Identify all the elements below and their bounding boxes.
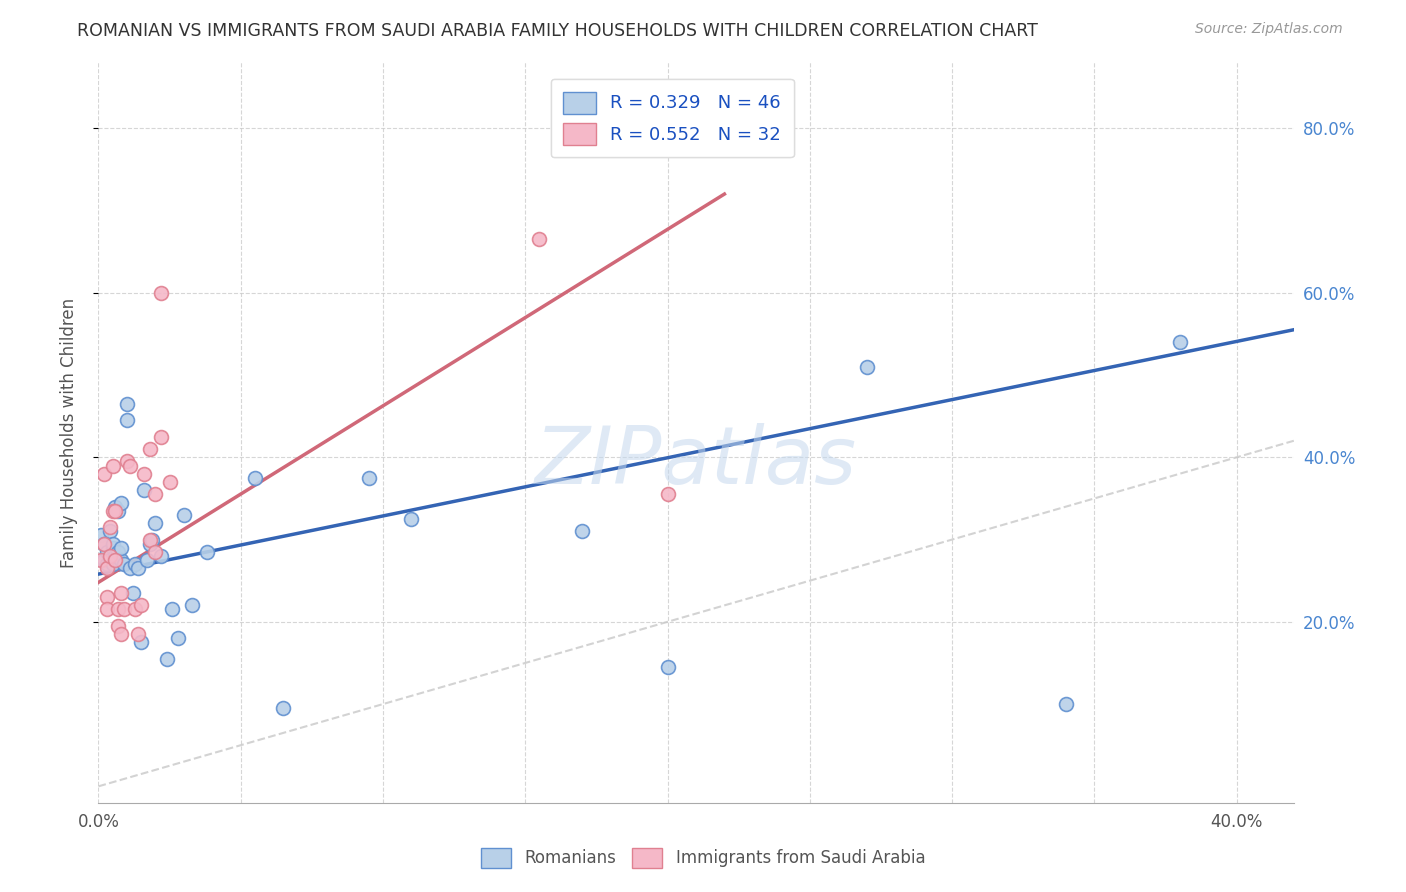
- Point: [150, 285, 173, 300]
- Point: [1168, 335, 1191, 350]
- Point: [143, 516, 166, 530]
- Point: [98, 524, 121, 539]
- Legend: R = 0.329   N = 46, R = 0.552   N = 32: R = 0.329 N = 46, R = 0.552 N = 32: [551, 78, 793, 157]
- Point: [104, 504, 127, 518]
- Point: [129, 599, 152, 613]
- Point: [129, 635, 152, 649]
- Point: [115, 397, 138, 411]
- Point: [150, 430, 173, 444]
- Point: [101, 536, 124, 550]
- Point: [110, 627, 132, 641]
- Point: [138, 442, 160, 456]
- Text: ROMANIAN VS IMMIGRANTS FROM SAUDI ARABIA FAMILY HOUSEHOLDS WITH CHILDREN CORRELA: ROMANIAN VS IMMIGRANTS FROM SAUDI ARABIA…: [77, 22, 1038, 40]
- Point: [96, 602, 118, 616]
- Point: [104, 553, 127, 567]
- Point: [93, 553, 115, 567]
- Y-axis label: Family Households with Children: Family Households with Children: [59, 298, 77, 567]
- Point: [101, 504, 124, 518]
- Point: [107, 602, 129, 616]
- Point: [167, 632, 190, 646]
- Point: [98, 549, 121, 563]
- Point: [127, 561, 149, 575]
- Point: [159, 475, 181, 489]
- Point: [132, 467, 155, 481]
- Point: [143, 545, 166, 559]
- Point: [138, 533, 160, 547]
- Point: [118, 458, 141, 473]
- Point: [115, 413, 138, 427]
- Point: [110, 495, 132, 509]
- Point: [127, 627, 149, 641]
- Point: [243, 471, 266, 485]
- Point: [96, 590, 118, 604]
- Point: [138, 536, 160, 550]
- Point: [112, 602, 135, 616]
- Point: [96, 545, 118, 559]
- Point: [110, 586, 132, 600]
- Point: [141, 533, 163, 547]
- Point: [156, 652, 179, 666]
- Point: [93, 467, 115, 481]
- Point: [162, 602, 184, 616]
- Point: [101, 458, 124, 473]
- Point: [98, 520, 121, 534]
- Point: [657, 487, 679, 501]
- Point: [96, 558, 118, 572]
- Point: [107, 545, 129, 559]
- Point: [107, 619, 129, 633]
- Point: [357, 471, 380, 485]
- Point: [855, 359, 877, 374]
- Point: [90, 528, 112, 542]
- Point: [571, 524, 593, 539]
- Text: Source: ZipAtlas.com: Source: ZipAtlas.com: [1195, 22, 1343, 37]
- Point: [657, 660, 679, 674]
- Point: [121, 586, 143, 600]
- Point: [143, 487, 166, 501]
- Point: [135, 553, 157, 567]
- Point: [195, 545, 218, 559]
- Text: ZIPatlas: ZIPatlas: [534, 423, 858, 501]
- Point: [112, 558, 135, 572]
- Point: [101, 558, 124, 572]
- Point: [104, 549, 127, 563]
- Point: [110, 553, 132, 567]
- Point: [110, 541, 132, 555]
- Point: [115, 454, 138, 468]
- Point: [96, 561, 118, 575]
- Point: [101, 541, 124, 555]
- Point: [124, 602, 146, 616]
- Point: [529, 232, 551, 246]
- Point: [93, 536, 115, 550]
- Point: [118, 561, 141, 575]
- Point: [107, 504, 129, 518]
- Point: [150, 549, 173, 563]
- Point: [93, 536, 115, 550]
- Point: [98, 553, 121, 567]
- Point: [104, 500, 127, 514]
- Point: [124, 558, 146, 572]
- Point: [181, 599, 204, 613]
- Point: [90, 553, 112, 567]
- Point: [273, 701, 295, 715]
- Point: [132, 483, 155, 498]
- Legend: Romanians, Immigrants from Saudi Arabia: Romanians, Immigrants from Saudi Arabia: [474, 841, 932, 875]
- Point: [1054, 697, 1077, 711]
- Point: [173, 508, 195, 522]
- Point: [401, 512, 423, 526]
